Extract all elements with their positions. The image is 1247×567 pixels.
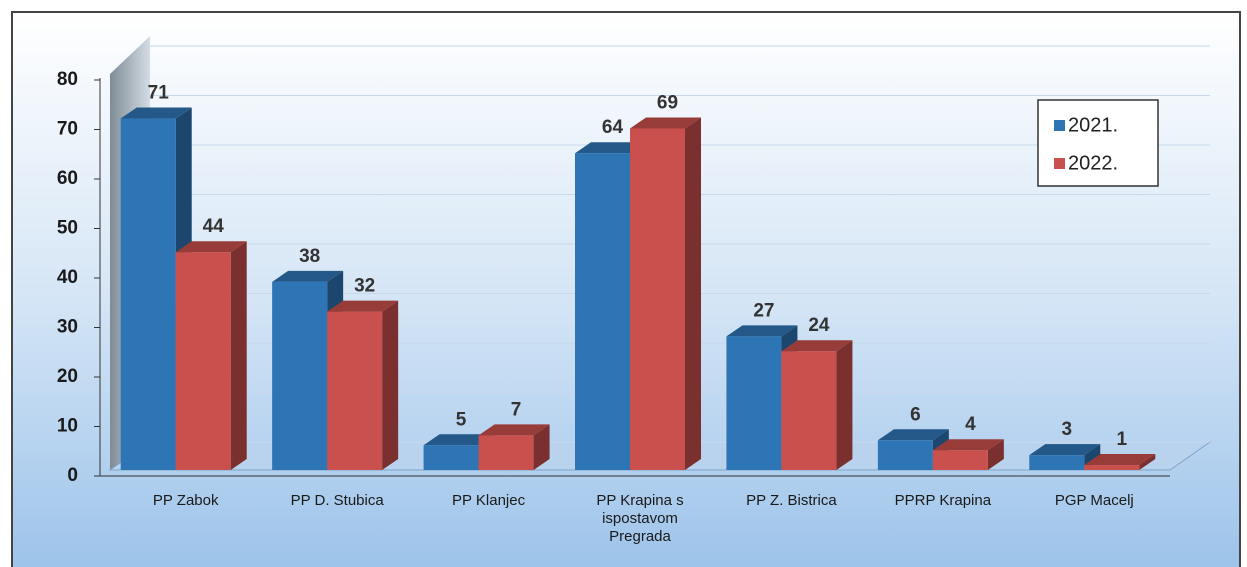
x-tick-label: PP D. Stubica [290, 492, 384, 509]
bar-side [533, 424, 550, 470]
bar-front [726, 336, 782, 470]
bar-top [175, 241, 247, 253]
bar-top [630, 117, 701, 129]
bar [1029, 444, 1101, 470]
bar-side [382, 300, 399, 470]
bar-front [781, 351, 837, 470]
bar-side [836, 340, 853, 470]
bar-front [120, 118, 176, 471]
data-label: 38 [299, 246, 320, 267]
bar-top [781, 340, 853, 352]
bar [1084, 454, 1156, 470]
bar-front [423, 445, 479, 470]
x-tick-label: PP Krapina s ispostavom Pregrada [596, 492, 684, 545]
bar-front [175, 252, 231, 470]
bar-top [120, 107, 192, 119]
x-tick-label: PP Klanjec [452, 492, 526, 509]
bar-front [1029, 455, 1085, 470]
x-tick-label: PP Z. Bistrica [746, 492, 837, 509]
bar-side [685, 117, 701, 470]
y-tick-label: 10 [57, 416, 78, 437]
bar [932, 439, 1004, 470]
bar-front [630, 128, 685, 470]
data-label: 3 [1061, 419, 1072, 440]
bar-side [230, 241, 247, 470]
data-label: 69 [657, 92, 678, 113]
bar [175, 241, 247, 470]
data-label: 71 [148, 83, 170, 104]
x-tick-label: PPRP Krapina [894, 492, 992, 509]
y-tick-label: 0 [67, 465, 78, 486]
data-label: 27 [753, 300, 774, 321]
bar-top [1084, 454, 1156, 466]
bar-front [478, 435, 534, 470]
bar-top [726, 325, 798, 337]
legend-swatch [1054, 120, 1065, 131]
data-label: 32 [354, 276, 375, 297]
bar [327, 300, 399, 470]
legend-label: 2022. [1068, 152, 1118, 174]
legend-box [1037, 99, 1159, 187]
bar [630, 117, 701, 470]
bar-top [327, 300, 399, 312]
bar-side [1139, 454, 1156, 470]
bar-front [1084, 465, 1140, 470]
bar-top [877, 429, 949, 441]
y-tick-label: 40 [57, 267, 78, 288]
y-tick-label: 30 [57, 317, 78, 338]
y-tick-label: 50 [57, 218, 78, 239]
y-tick-label: 60 [57, 168, 78, 189]
bar-top [478, 424, 550, 436]
data-label: 5 [456, 409, 467, 430]
bar-front [272, 281, 328, 470]
bar-front [327, 311, 383, 470]
bar-top [272, 270, 344, 282]
bar-top [932, 439, 1004, 451]
data-label: 7 [511, 399, 522, 420]
bar-top [423, 434, 495, 446]
y-tick-label: 20 [57, 366, 78, 387]
data-label: 6 [910, 404, 921, 425]
bar-front [877, 440, 933, 470]
data-label: 24 [808, 315, 830, 336]
bar [781, 340, 853, 470]
data-label: 44 [203, 216, 225, 237]
y-tick-label: 70 [57, 119, 78, 140]
data-label: 64 [602, 117, 624, 138]
x-tick-label: PGP Macelj [1054, 492, 1134, 509]
bar-top [575, 142, 646, 154]
bar-top [1029, 444, 1101, 456]
bar-side [987, 439, 1004, 470]
y-tick-label: 80 [57, 69, 78, 90]
data-label: 4 [965, 414, 976, 435]
data-label: 1 [1116, 429, 1127, 450]
bar [478, 424, 550, 470]
bar-front [932, 450, 988, 470]
bar-front [575, 153, 630, 470]
x-tick-label: PP Zabok [152, 492, 219, 509]
legend-swatch [1054, 158, 1065, 169]
legend-label: 2021. [1068, 114, 1118, 136]
